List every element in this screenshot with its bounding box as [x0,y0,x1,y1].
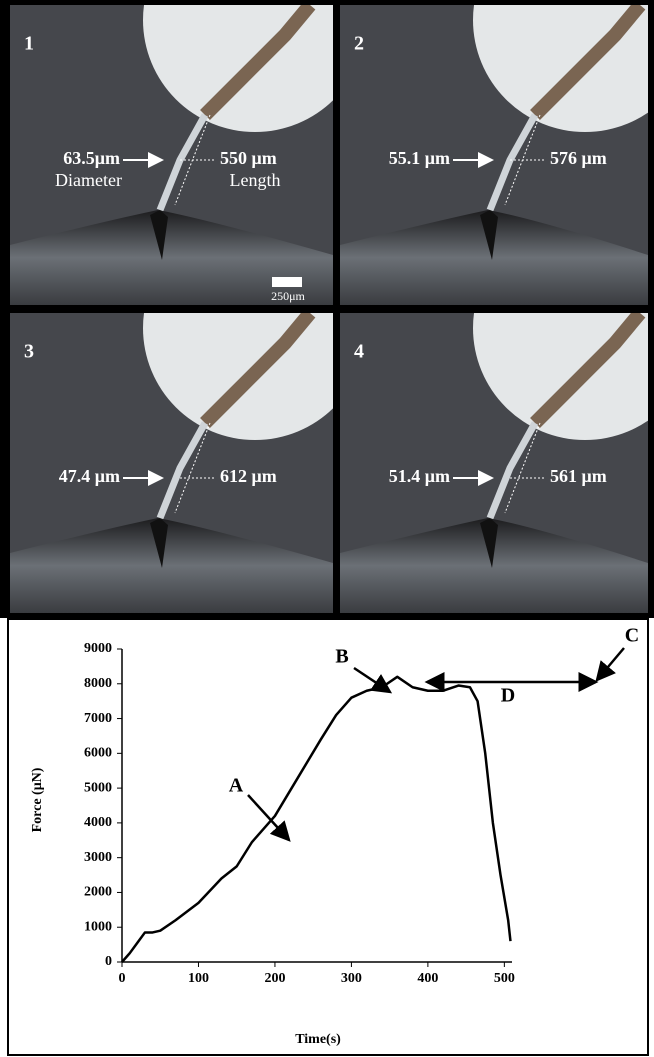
length-label: 576 μm [550,148,607,168]
y-tick-label: 2000 [84,885,112,900]
annotation: C [625,625,639,647]
diameter-label: 63.5μm [63,148,120,168]
length-caption: Length [230,170,281,190]
diameter-caption: Diameter [55,170,122,190]
x-tick-label: 200 [264,971,285,986]
annotation: A [229,775,244,797]
diameter-label: 55.1 μm [389,148,450,168]
y-tick-label: 3000 [84,850,112,865]
x-tick-label: 300 [341,971,362,986]
scale-label: 250μm [271,289,305,303]
y-tick-label: 0 [105,954,112,969]
panel-number: 4 [354,341,364,363]
annotation: B [335,646,348,668]
y-tick-label: 8000 [84,676,112,691]
y-tick-label: 4000 [84,815,112,830]
y-tick-label: 9000 [84,641,112,656]
x-tick-label: 500 [494,971,515,986]
length-label: 561 μm [550,466,607,486]
panel-number: 1 [24,33,34,55]
length-label: 550 μm [220,148,277,168]
annotation: D [501,685,515,707]
panel-number: 3 [24,341,34,363]
y-tick-label: 6000 [84,746,112,761]
x-tick-label: 0 [119,971,126,986]
diameter-label: 47.4 μm [59,466,120,486]
y-tick-label: 5000 [84,780,112,795]
figure: 1 63.5μm 550 μm Diameter Length 250μm 2 55.1 μm… [0,0,654,1057]
y-tick-label: 7000 [84,711,112,726]
photo-panel: 2 55.1 μm 576 μm [340,0,654,305]
y-tick-label: 1000 [84,919,112,934]
photo [340,0,654,305]
x-tick-label: 400 [417,971,438,986]
scale-bar [272,277,302,287]
x-axis-label: Time(s) [295,1032,341,1047]
x-tick-label: 100 [188,971,209,986]
length-label: 612 μm [220,466,277,486]
y-axis-label: Force (μN) [30,767,45,832]
diameter-label: 51.4 μm [389,466,450,486]
photo-panel: 1 63.5μm 550 μm Diameter Length 250μm [10,0,367,305]
panel-number: 2 [354,33,364,55]
